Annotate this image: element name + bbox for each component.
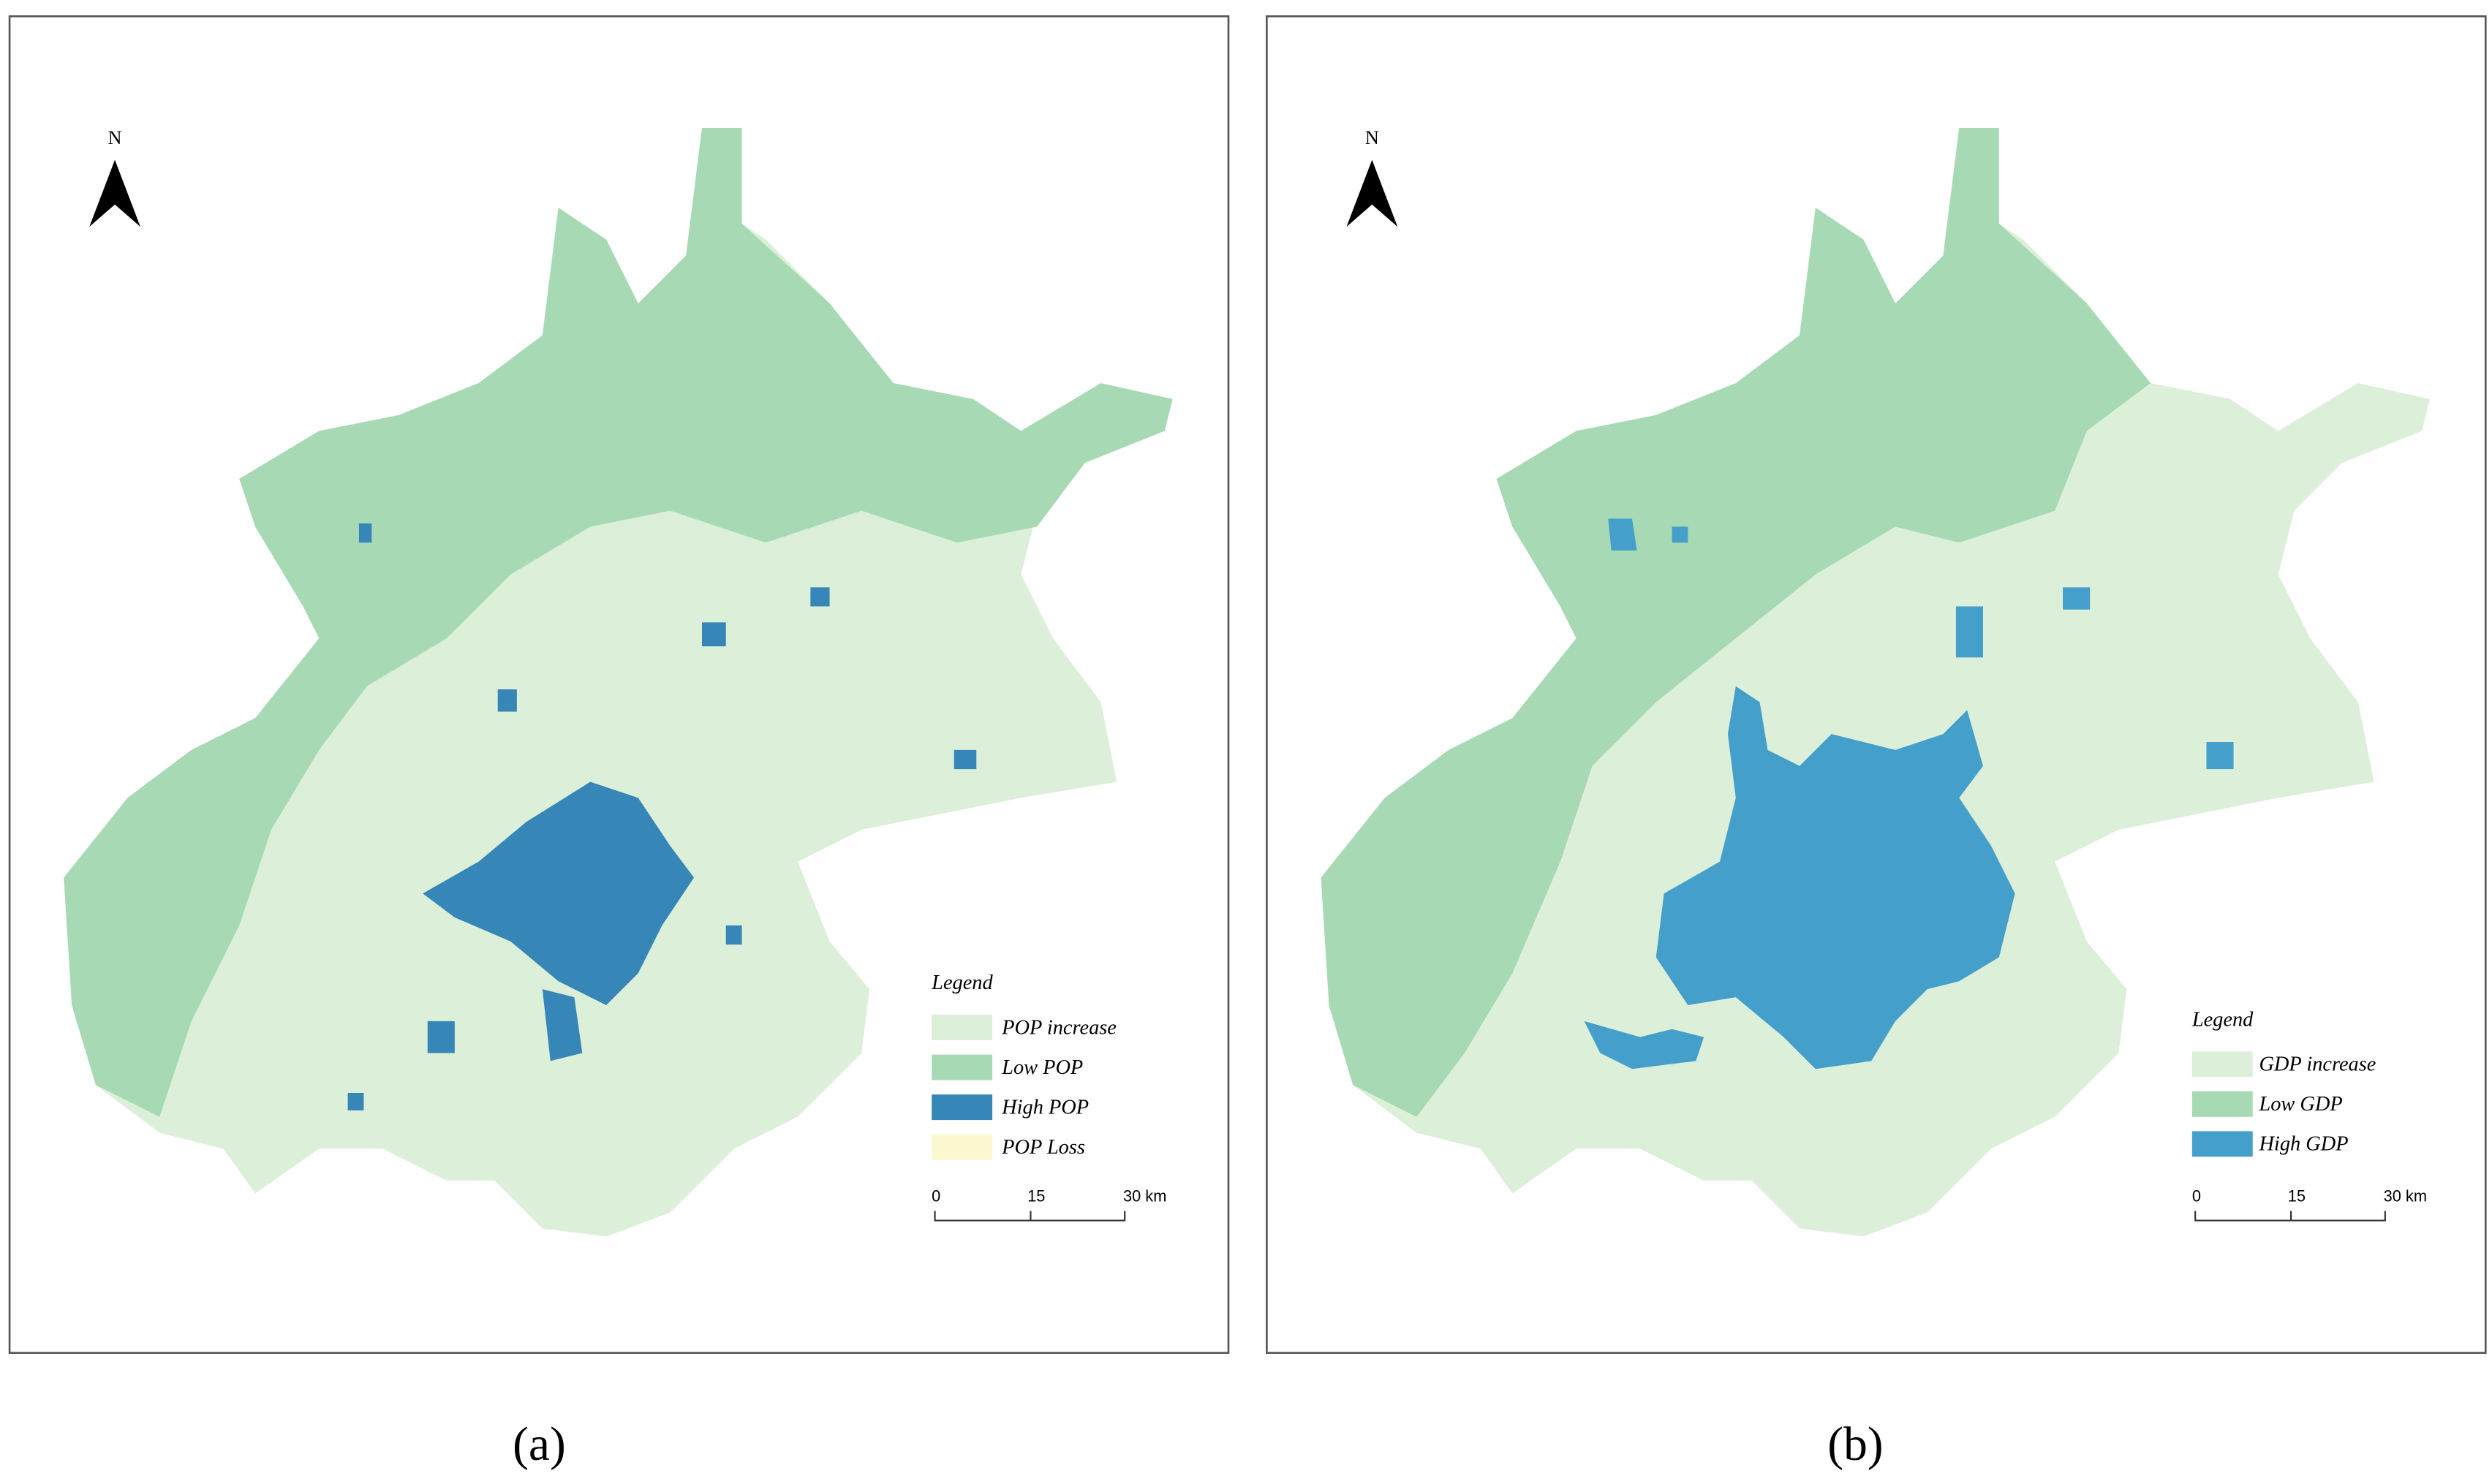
north-arrow (89, 159, 140, 227)
legend-label: Low POP (1001, 1056, 1083, 1079)
legend-label: High GDP (2258, 1133, 2348, 1156)
legend-label: POP Loss (1001, 1136, 1085, 1159)
legend-swatch (2191, 1091, 2253, 1117)
region-high (2206, 742, 2234, 770)
panel-caption: (a) (513, 1418, 566, 1471)
region-high (954, 749, 977, 770)
region-high (423, 781, 695, 1005)
scale-label: 15 (2288, 1186, 2306, 1205)
scale-bar (934, 1211, 1126, 1222)
region-low (64, 128, 1173, 1117)
region-increase (1321, 128, 2430, 1237)
legend-swatch (932, 1094, 993, 1121)
region-high (810, 587, 830, 607)
scale-label: 0 (2192, 1186, 2201, 1205)
legend-label: POP increase (1001, 1016, 1117, 1039)
scale-bar (2194, 1211, 2386, 1222)
region-low (1321, 128, 2151, 1117)
region-high (1672, 526, 1688, 543)
region-high (427, 1021, 455, 1053)
region-high (725, 925, 742, 945)
legend-label: GDP increase (2259, 1053, 2376, 1075)
north-label: N (1365, 127, 1379, 148)
legend-swatch (932, 1134, 993, 1160)
region-high (702, 622, 726, 647)
region-high (1955, 606, 1983, 658)
legend-swatch (2191, 1131, 2253, 1157)
region-high (347, 1093, 364, 1110)
legend-label: Low GDP (2258, 1093, 2342, 1116)
region-high (1608, 518, 1637, 551)
map: N (1321, 127, 2430, 1237)
legend-title: Legend (2191, 1008, 2254, 1031)
legend-title: Legend (931, 972, 993, 994)
north-arrow (1346, 159, 1398, 227)
map: N (64, 127, 1173, 1237)
scale-label: 0 (932, 1186, 940, 1205)
region-high (358, 523, 372, 543)
legend-swatch (932, 1015, 993, 1040)
scale-label: 30 km (2384, 1186, 2427, 1205)
legend-label: High POP (1001, 1096, 1089, 1118)
panel-caption: (b) (1827, 1418, 1883, 1471)
region-high (2063, 587, 2091, 610)
north-label: N (108, 127, 122, 148)
scale-label: 30 km (1123, 1186, 1166, 1205)
legend-swatch (932, 1054, 993, 1080)
region-high (1655, 686, 2015, 1070)
region-high (1584, 1021, 1704, 1070)
scale-label: 15 (1027, 1186, 1045, 1205)
region-high (497, 689, 517, 712)
legend-swatch (2191, 1051, 2253, 1078)
region-high (542, 989, 583, 1061)
